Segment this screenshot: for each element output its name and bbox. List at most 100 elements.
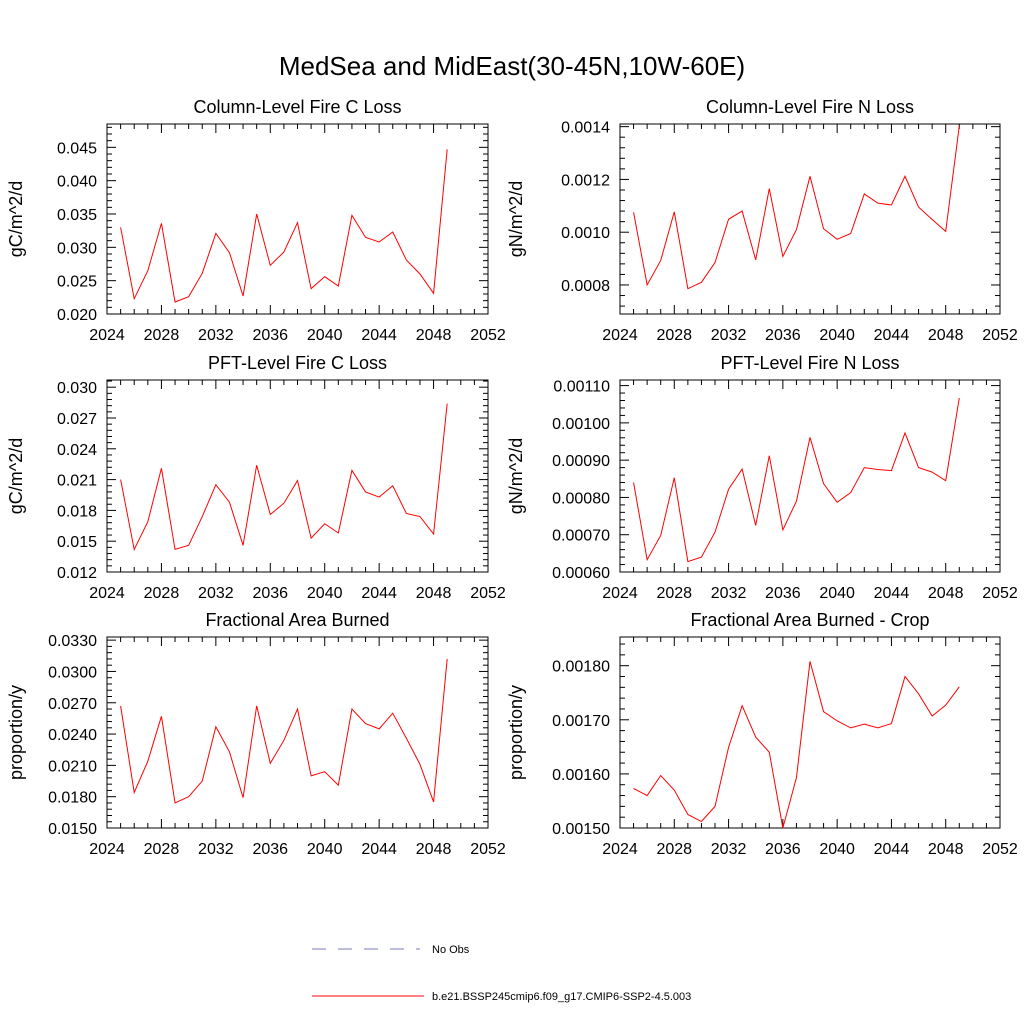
y-axis-label: gC/m^2/d [6,181,26,257]
page-title: MedSea and MidEast(30-45N,10W-60E) [279,51,745,81]
y-tick-label: 0.027 [57,411,97,428]
panel-3: 2024 2028 2032 2036 2040 2044 2048 2052 0.012 0.0… [6,353,506,602]
x-tick-label: 2028 [144,585,180,602]
panel-title: PFT-Level Fire C Loss [208,353,387,373]
x-tick-label: 2024 [602,327,638,344]
y-tick-label: 0.0150 [48,821,97,838]
y-tick-label: 0.040 [57,174,97,191]
x-tick-label: 2048 [928,841,964,858]
x-tick-label: 2048 [416,585,452,602]
plot-frame [619,379,1001,573]
x-tick-label: 2044 [874,327,910,344]
x-tick-label: 2052 [470,585,506,602]
x-tick-label: 2028 [656,585,692,602]
x-tick-label: 2028 [656,841,692,858]
x-tick-label: 2052 [470,327,506,344]
legend-model-label: b.e21.BSSP245cmip6.f09_g17.CMIP6-SSP2-4.… [432,991,691,1003]
plot-frame [106,123,489,315]
x-tick-label: 2052 [470,841,506,858]
x-tick-label: 2040 [307,585,343,602]
panel-title: Column-Level Fire N Loss [706,97,914,117]
x-tick-label: 2036 [765,327,801,344]
y-tick-label: 0.0014 [561,120,610,137]
series-line [120,149,448,303]
y-tick-label: 0.00060 [552,565,610,582]
y-tick-label: 0.024 [57,442,97,459]
x-tick-label: 2048 [416,327,452,344]
y-tick-label: 0.0012 [561,172,610,189]
x-tick-label: 2048 [928,585,964,602]
x-tick-label: 2032 [198,327,234,344]
x-tick-label: 2032 [198,841,234,858]
x-tick-label: 2040 [307,327,343,344]
x-tick-label: 2044 [874,841,910,858]
panel-1: 2024 2028 2032 2036 2040 2044 2048 2052 0.020 0.0… [6,97,506,344]
y-tick-label: 0.00150 [552,821,610,838]
plot-frame [619,123,1001,315]
panel-6: 2024 2028 2032 2036 2040 2044 2048 2052 0.00150 0… [506,610,1018,858]
series-line [633,125,960,290]
y-tick-label: 0.025 [57,274,97,291]
y-tick-label: 0.030 [57,240,97,257]
x-tick-label: 2028 [144,327,180,344]
x-tick-label: 2036 [252,327,288,344]
legend-obs-label: No Obs [432,944,470,956]
y-axis-label: proportion/y [6,685,26,780]
y-axis-label: gN/m^2/d [506,438,526,514]
y-tick-label: 0.045 [57,140,97,157]
legend: No Obs b.e21.BSSP245cmip6.f09_g17.CMIP6-… [312,944,691,1003]
x-tick-label: 2024 [89,841,125,858]
y-tick-label: 0.030 [57,380,97,397]
y-axis-label: gN/m^2/d [506,181,526,257]
x-tick-label: 2044 [874,585,910,602]
x-tick-label: 2048 [928,327,964,344]
panel-2: 2024 2028 2032 2036 2040 2044 2048 2052 0.0008 0.… [506,97,1018,344]
chart-panels: 2024 2028 2032 2036 2040 2044 2048 2052 0.020 0.0… [6,97,1018,858]
x-tick-label: 2032 [711,585,747,602]
y-tick-label: 0.00160 [552,767,610,784]
plot-frame [106,379,489,573]
panel-title: PFT-Level Fire N Loss [720,353,899,373]
series-line [120,658,448,804]
panel-title: Column-Level Fire C Loss [193,97,401,117]
panel-title: Fractional Area Burned - Crop [690,610,929,630]
y-tick-label: 0.0300 [48,664,97,681]
x-tick-label: 2036 [252,585,288,602]
x-tick-label: 2048 [416,841,452,858]
y-tick-label: 0.00110 [553,379,610,396]
y-tick-label: 0.015 [57,534,97,551]
y-tick-label: 0.00070 [552,528,610,545]
x-tick-label: 2040 [819,585,855,602]
y-tick-label: 0.0010 [561,225,610,242]
series-line [120,403,448,551]
x-tick-label: 2032 [711,327,747,344]
x-tick-label: 2036 [765,585,801,602]
panel-4: 2024 2028 2032 2036 2040 2044 2048 2052 0.00060 0… [506,353,1018,602]
x-tick-label: 2040 [307,841,343,858]
x-tick-label: 2040 [819,327,855,344]
panel-title: Fractional Area Burned [205,610,389,630]
x-tick-label: 2044 [361,327,397,344]
y-tick-label: 0.0210 [48,758,97,775]
series-line [633,661,960,829]
x-tick-label: 2028 [656,327,692,344]
x-tick-label: 2044 [361,585,397,602]
y-tick-label: 0.00180 [552,659,610,676]
y-tick-label: 0.0008 [561,278,610,295]
series-line [633,397,960,563]
y-tick-label: 0.0240 [48,727,97,744]
x-tick-label: 2032 [198,585,234,602]
x-tick-label: 2052 [982,327,1018,344]
y-tick-label: 0.020 [57,307,97,324]
y-tick-label: 0.012 [57,565,97,582]
x-tick-label: 2032 [711,841,747,858]
y-tick-label: 0.00080 [552,490,610,507]
x-tick-label: 2040 [819,841,855,858]
y-axis-label: gC/m^2/d [6,438,26,514]
x-tick-label: 2052 [982,585,1018,602]
y-tick-label: 0.00100 [552,416,610,433]
y-tick-label: 0.0270 [48,696,97,713]
y-axis-label: proportion/y [506,685,526,780]
panel-5: 2024 2028 2032 2036 2040 2044 2048 2052 0.0150 0.… [6,610,506,858]
